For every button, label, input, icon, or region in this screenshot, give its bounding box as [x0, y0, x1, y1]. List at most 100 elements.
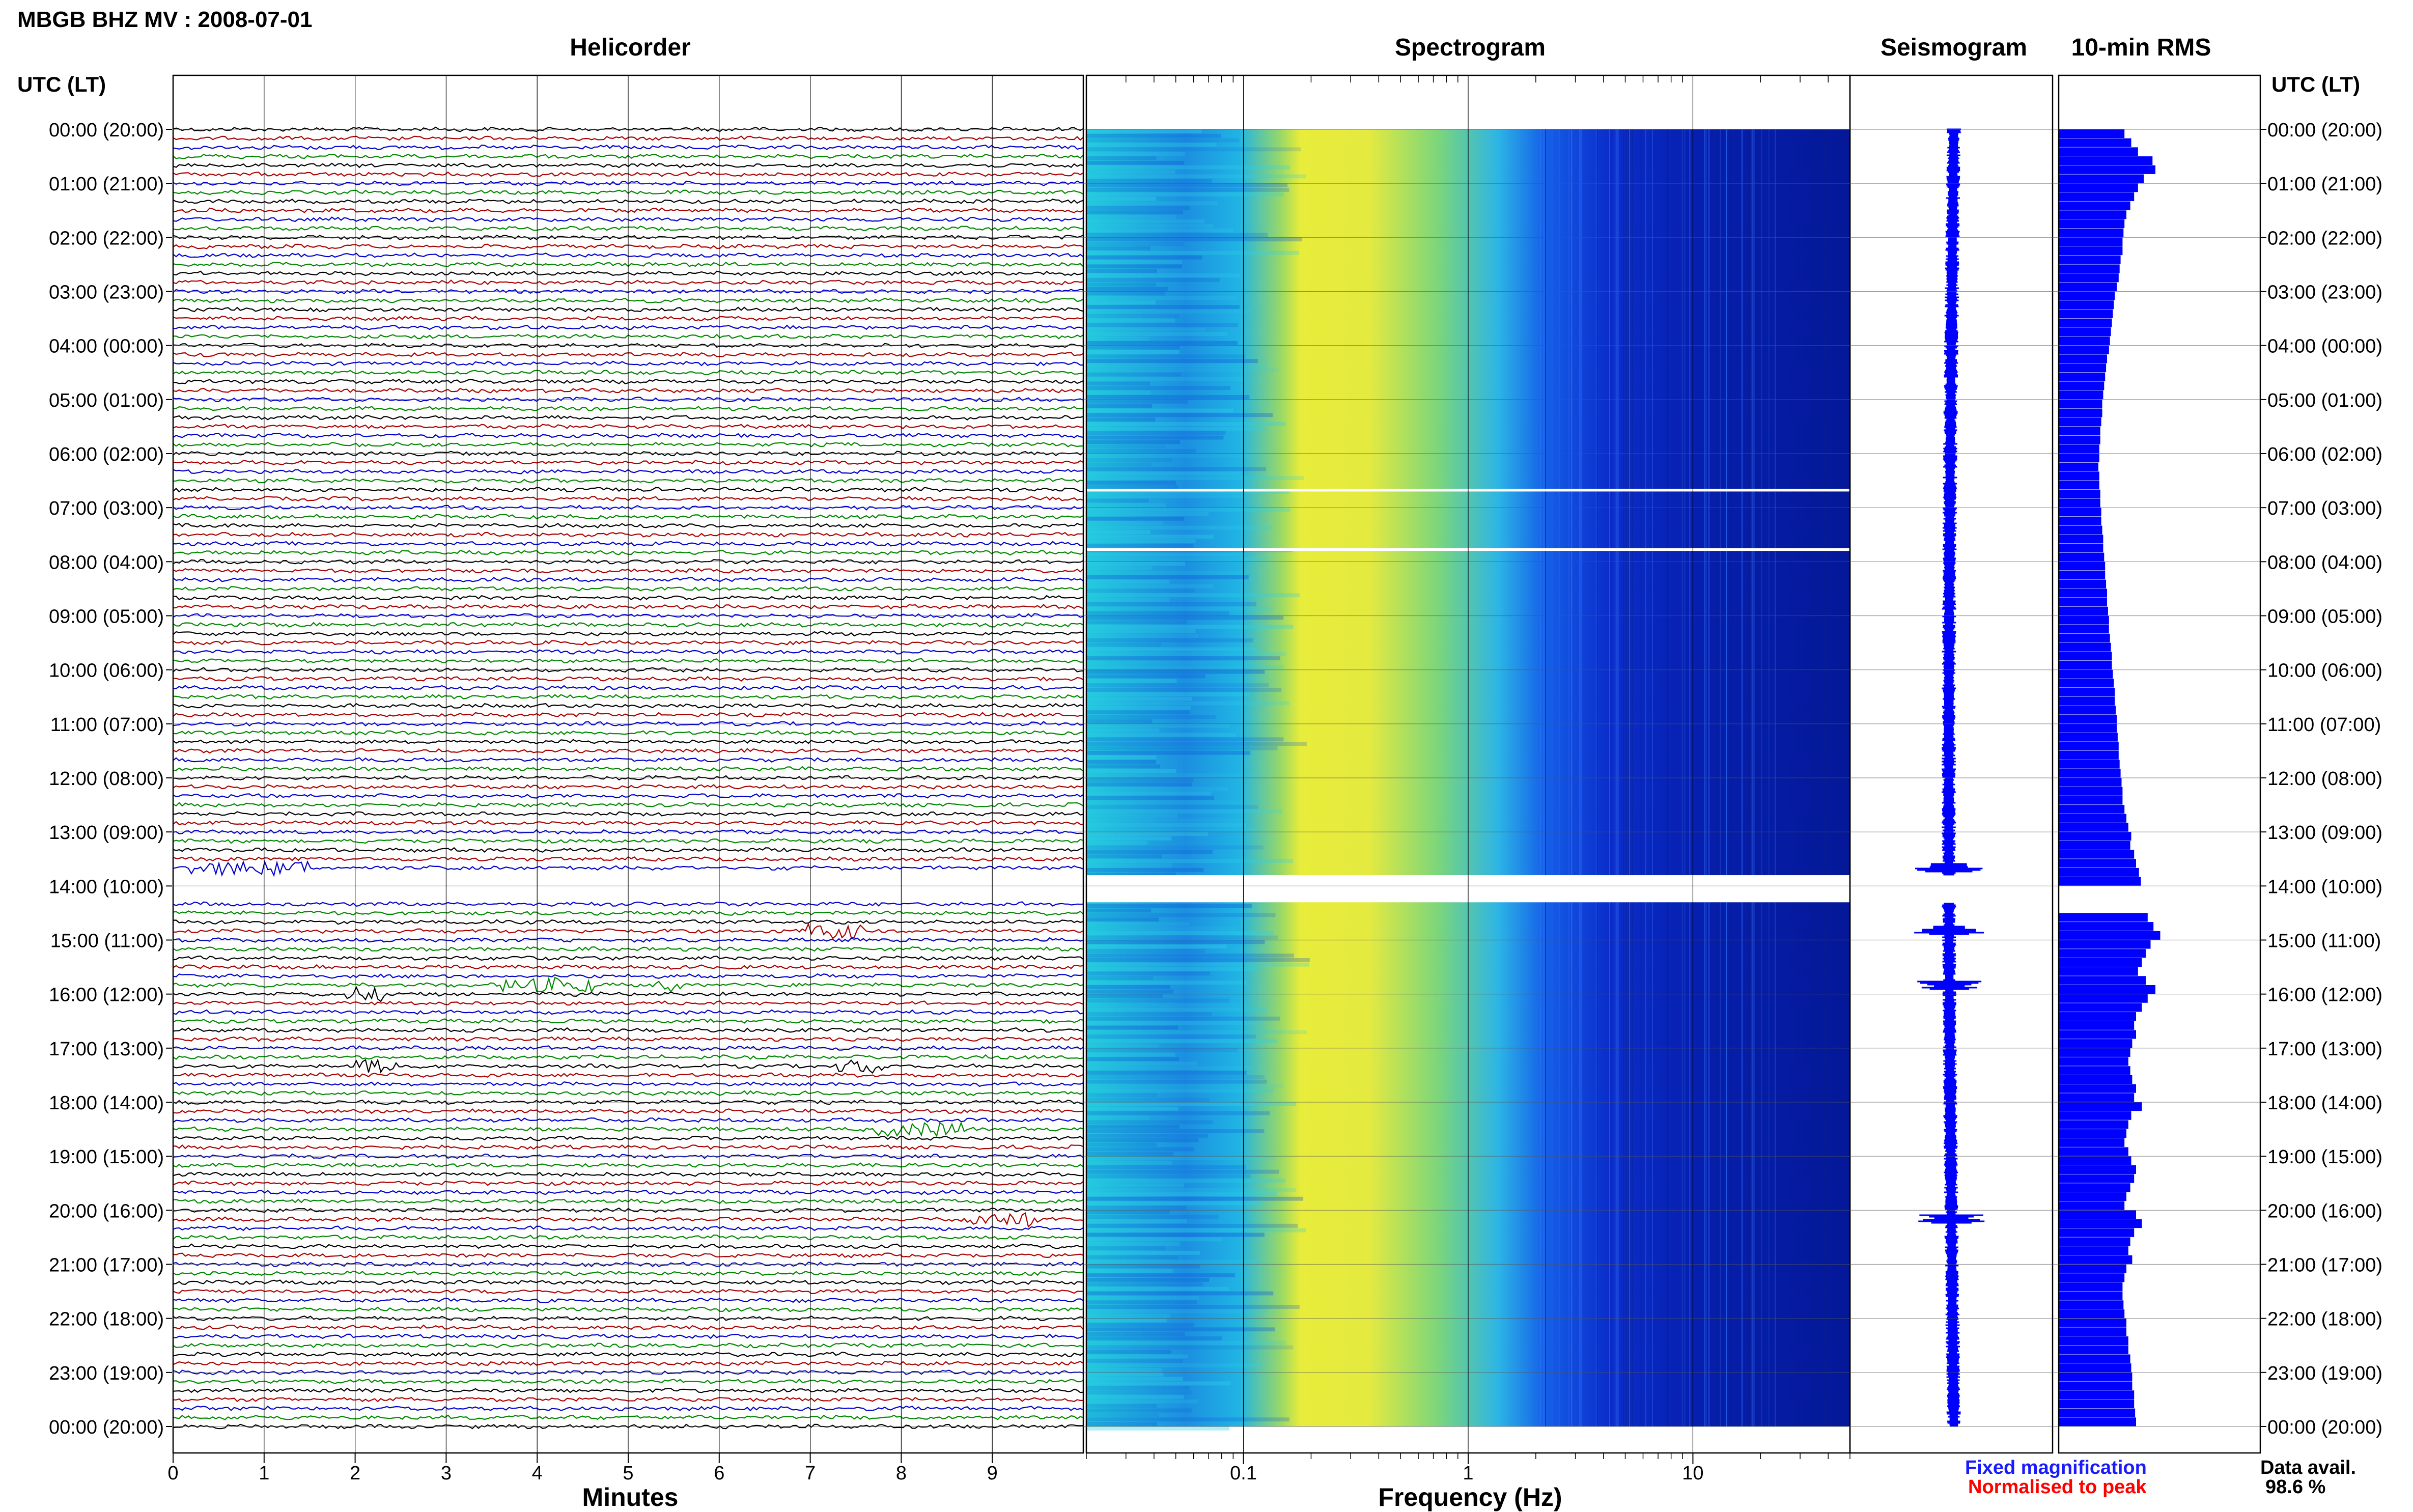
time-label-left: 08:00 (04:00)	[49, 552, 164, 573]
rms-bar	[2059, 867, 2139, 877]
spectrogram-row	[1086, 917, 1159, 922]
spectrogram-row	[1086, 818, 1248, 823]
time-label-right: 06:00 (02:00)	[2267, 444, 2382, 465]
spectrogram-row	[1086, 742, 1307, 746]
spectrogram-row	[1086, 1286, 1229, 1291]
spectrogram-row	[1086, 787, 1228, 791]
spectrogram-row	[1086, 512, 1209, 516]
spectrogram-row	[1086, 1179, 1285, 1183]
spectrogram-row	[1086, 1071, 1247, 1075]
helicorder-title: Helicorder	[570, 34, 691, 61]
spectrogram-row	[1086, 508, 1290, 512]
time-label-right: 04:00 (00:00)	[2267, 336, 2382, 357]
time-label-left: 04:00 (00:00)	[49, 336, 164, 357]
rms-bar	[2059, 715, 2117, 724]
spectrogram-row	[1086, 165, 1290, 170]
rms-bar	[2059, 174, 2144, 183]
spectrogram-row	[1086, 692, 1250, 696]
spectrogram-row	[1086, 773, 1259, 777]
rms-bar	[2059, 778, 2122, 787]
spectrogram-row	[1086, 156, 1157, 160]
spectrogram-row	[1086, 1102, 1297, 1106]
spectrogram-row	[1086, 1250, 1200, 1255]
rms-bar	[2059, 1174, 2135, 1183]
spectrogram-row	[1086, 1093, 1158, 1098]
time-label-right: 08:00 (04:00)	[2267, 552, 2382, 573]
spectrogram-row	[1086, 931, 1274, 935]
spectrogram-row	[1086, 579, 1170, 584]
rms-bar	[2059, 1318, 2126, 1327]
spectrogram-row	[1086, 530, 1151, 535]
spectrogram-row	[1086, 566, 1152, 571]
time-label-left: 00:00 (20:00)	[49, 1417, 164, 1438]
minute-tick-label: 9	[987, 1463, 998, 1484]
spectrogram-row	[1086, 625, 1294, 629]
spectrogram-row	[1086, 1309, 1267, 1313]
spectrogram-row	[1086, 557, 1268, 562]
spectrogram-row	[1086, 606, 1274, 611]
rms-bar	[2059, 660, 2112, 670]
spectrogram-row	[1086, 399, 1188, 404]
rms-bar	[2059, 760, 2120, 769]
rms-bar	[2059, 805, 2125, 814]
rms-bar	[2059, 1147, 2128, 1156]
rms-bar	[2059, 381, 2105, 390]
rms-bar	[2059, 615, 2109, 625]
spectrogram-row	[1086, 210, 1184, 215]
spectrogram-row	[1086, 183, 1288, 188]
time-label-right: 03:00 (23:00)	[2267, 282, 2382, 303]
spectrogram-row	[1086, 354, 1246, 359]
spectrogram-row	[1086, 1417, 1289, 1422]
spectrogram-row	[1086, 174, 1306, 179]
spectrogram-row	[1086, 1129, 1265, 1133]
spectrogram-row	[1086, 273, 1240, 277]
legend-normalised-to-peak: Normalised to peak	[1968, 1476, 2147, 1498]
spectrogram-row	[1086, 660, 1258, 665]
rms-bar	[2059, 913, 2148, 922]
frequency-tick-label: 1	[1463, 1463, 1473, 1484]
spectrogram-row	[1086, 1075, 1265, 1079]
spectrogram-row	[1086, 417, 1156, 422]
spectrogram-row	[1086, 841, 1148, 845]
rms-bar	[2059, 1345, 2128, 1354]
spectrogram-row	[1086, 152, 1185, 156]
time-label-left: 12:00 (08:00)	[49, 768, 164, 790]
spectrogram-row	[1086, 908, 1152, 913]
rms-bar	[2059, 1309, 2125, 1319]
time-label-left: 07:00 (03:00)	[49, 498, 164, 519]
rms-bar	[2059, 1399, 2135, 1409]
spectrogram-row	[1086, 1061, 1197, 1066]
spectrogram-row	[1086, 710, 1191, 715]
rms-bar	[2059, 1237, 2130, 1246]
rms-bar	[2059, 859, 2136, 868]
spectrogram-row	[1086, 237, 1302, 242]
spectrogram-row	[1086, 287, 1168, 291]
spectrogram-row	[1086, 539, 1196, 543]
spectrogram-row	[1086, 255, 1202, 260]
spectrogram-row	[1086, 359, 1258, 363]
rms-bar	[2059, 255, 2121, 264]
spectrogram-row	[1086, 611, 1229, 615]
rms-bar	[2059, 1138, 2125, 1147]
spectrogram-row	[1086, 481, 1176, 485]
time-label-right: 20:00 (16:00)	[2267, 1200, 2382, 1222]
spectrogram-row	[1086, 368, 1279, 372]
spectrogram-row	[1086, 737, 1284, 742]
time-label-right: 11:00 (07:00)	[2267, 714, 2381, 736]
rms-bar	[2059, 1291, 2123, 1300]
spectrogram-row	[1086, 1133, 1209, 1138]
time-label-right: 10:00 (06:00)	[2267, 660, 2382, 682]
spectrogram-row	[1086, 850, 1213, 854]
spectrogram-row	[1086, 1111, 1270, 1115]
spectrogram-row	[1086, 133, 1221, 138]
spectrogram-row	[1086, 598, 1169, 602]
time-label-right: 22:00 (18:00)	[2267, 1309, 2382, 1330]
spectrogram-row	[1086, 679, 1177, 683]
spectrogram-row	[1086, 336, 1149, 341]
rms-bar	[2059, 723, 2117, 733]
rms-bar	[2059, 219, 2125, 229]
rms-bar	[2059, 562, 2106, 571]
rms-bar	[2059, 192, 2135, 201]
rms-bar	[2059, 210, 2126, 219]
spectrogram-row	[1086, 1138, 1199, 1142]
